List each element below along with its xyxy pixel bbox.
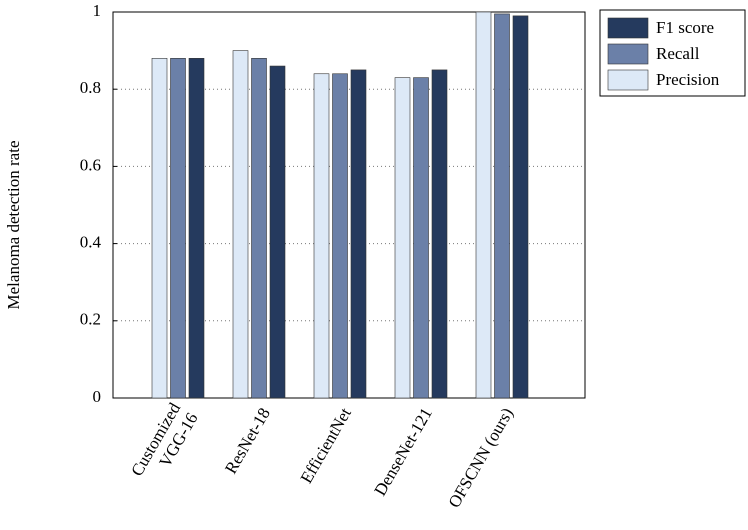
x-tick-label-line: ResNet-18 — [221, 404, 274, 476]
bar — [394, 77, 411, 399]
bar — [413, 77, 429, 399]
y-tick-label: 0.4 — [80, 233, 102, 252]
x-tick-label: DenseNet-121 — [370, 404, 436, 499]
x-tick-label: ResNet-18 — [221, 404, 274, 476]
bar — [269, 65, 286, 399]
bar — [475, 11, 492, 399]
bar — [512, 15, 529, 399]
bar — [431, 69, 448, 399]
bar — [494, 13, 510, 399]
legend-label: F1 score — [656, 18, 714, 37]
bar — [170, 58, 186, 399]
plot-frame — [112, 11, 586, 399]
bar — [151, 58, 168, 399]
y-tick-label: 0.8 — [80, 78, 101, 97]
x-tick-label: OFSCNN (ours) — [444, 404, 516, 510]
x-tick-label-line: EfficientNet — [297, 404, 355, 486]
legend-label: Recall — [656, 44, 700, 63]
legend-swatch — [607, 17, 649, 39]
x-tick-label: CustomizedVGG-16 — [127, 399, 202, 489]
y-tick-label: 1 — [93, 1, 102, 20]
y-tick-label: 0.6 — [80, 155, 101, 174]
bar — [232, 50, 249, 399]
bar — [188, 58, 205, 399]
y-tick-label: 0 — [93, 387, 102, 406]
bar — [332, 73, 348, 399]
x-tick-label: EfficientNet — [297, 404, 355, 486]
y-axis-label: Melanoma detection rate — [4, 141, 23, 310]
x-tick-label-line: DenseNet-121 — [370, 404, 436, 499]
bar — [350, 69, 367, 399]
y-tick-label: 0.2 — [80, 310, 101, 329]
x-tick-label-line: OFSCNN (ours) — [444, 404, 516, 510]
legend-swatch — [607, 69, 649, 91]
legend-swatch — [607, 43, 649, 65]
bar — [251, 58, 267, 399]
legend-label: Precision — [656, 70, 720, 89]
bar — [313, 73, 330, 399]
